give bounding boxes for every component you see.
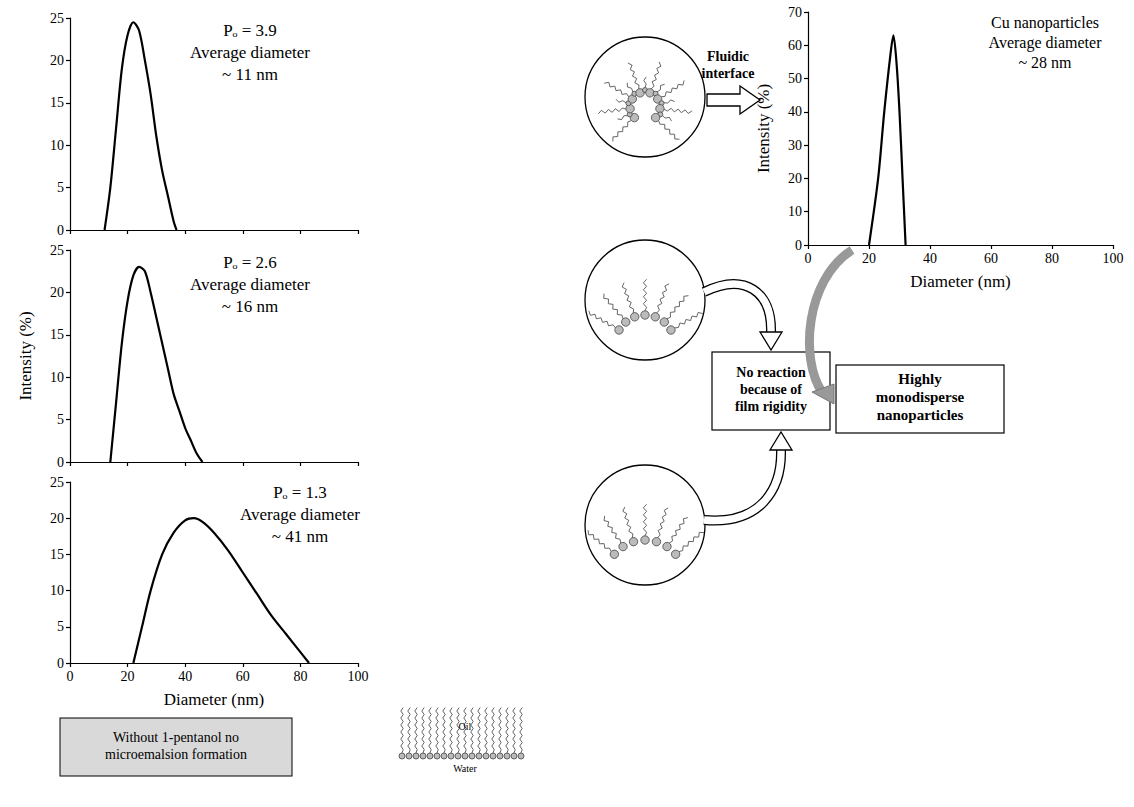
- svg-text:25: 25: [50, 475, 64, 490]
- svg-text:10: 10: [50, 370, 64, 385]
- svg-text:40: 40: [178, 669, 192, 684]
- svg-text:Water: Water: [453, 763, 477, 774]
- svg-text:20: 20: [50, 511, 64, 526]
- svg-text:20: 20: [121, 669, 135, 684]
- svg-text:10: 10: [50, 138, 64, 153]
- svg-text:No reaction: No reaction: [736, 365, 806, 380]
- svg-text:Oil: Oil: [459, 721, 472, 732]
- svg-text:0: 0: [795, 238, 802, 253]
- svg-text:0: 0: [57, 656, 64, 671]
- svg-text:80: 80: [1045, 251, 1059, 266]
- svg-text:Intensity (%): Intensity (%): [16, 311, 35, 400]
- svg-text:nanoparticles: nanoparticles: [877, 407, 964, 423]
- svg-text:Diameter (nm): Diameter (nm): [910, 272, 1011, 291]
- svg-text:Pₒ = 2.6: Pₒ = 2.6: [223, 253, 277, 272]
- svg-text:5: 5: [57, 180, 64, 195]
- svg-text:100: 100: [348, 669, 369, 684]
- svg-text:25: 25: [50, 243, 64, 258]
- svg-text:Highly: Highly: [898, 371, 942, 387]
- svg-text:10: 10: [50, 583, 64, 598]
- svg-text:Average diameter: Average diameter: [989, 34, 1103, 52]
- svg-text:20: 20: [50, 285, 64, 300]
- svg-text:20: 20: [862, 251, 876, 266]
- svg-text:Cu nanoparticles: Cu nanoparticles: [991, 14, 1099, 32]
- svg-text:Pₒ = 1.3: Pₒ = 1.3: [273, 483, 327, 502]
- svg-text:25: 25: [50, 11, 64, 26]
- svg-text:5: 5: [57, 619, 64, 634]
- svg-text:Average diameter: Average diameter: [190, 43, 310, 62]
- svg-text:Diameter (nm): Diameter (nm): [164, 690, 265, 709]
- svg-text:10: 10: [788, 204, 802, 219]
- svg-text:film rigidity: film rigidity: [735, 399, 807, 414]
- svg-text:100: 100: [1103, 251, 1124, 266]
- svg-text:~ 28 nm: ~ 28 nm: [1018, 54, 1072, 71]
- svg-text:15: 15: [50, 547, 64, 562]
- svg-text:60: 60: [984, 251, 998, 266]
- svg-text:40: 40: [923, 251, 937, 266]
- svg-text:40: 40: [788, 104, 802, 119]
- svg-text:~ 11 nm: ~ 11 nm: [222, 65, 278, 84]
- svg-text:30: 30: [788, 138, 802, 153]
- svg-text:0: 0: [57, 223, 64, 238]
- svg-text:15: 15: [50, 95, 64, 110]
- svg-text:Fluidic: Fluidic: [707, 49, 749, 64]
- svg-text:60: 60: [788, 38, 802, 53]
- svg-text:~ 16 nm: ~ 16 nm: [222, 297, 278, 316]
- svg-text:microemalsion formation: microemalsion formation: [105, 747, 247, 762]
- svg-text:20: 20: [788, 171, 802, 186]
- svg-text:60: 60: [236, 669, 250, 684]
- svg-text:0: 0: [67, 669, 74, 684]
- svg-text:Without 1-pentanol no: Without 1-pentanol no: [113, 730, 239, 745]
- svg-text:monodisperse: monodisperse: [876, 389, 965, 405]
- svg-text:0: 0: [57, 455, 64, 470]
- svg-text:80: 80: [293, 669, 307, 684]
- svg-text:0: 0: [805, 251, 812, 266]
- svg-text:~ 41 nm: ~ 41 nm: [272, 527, 328, 546]
- svg-text:interface: interface: [702, 66, 755, 81]
- svg-text:Average diameter: Average diameter: [240, 505, 360, 524]
- svg-text:50: 50: [788, 71, 802, 86]
- svg-text:5: 5: [57, 412, 64, 427]
- svg-text:20: 20: [50, 53, 64, 68]
- svg-text:Pₒ = 3.9: Pₒ = 3.9: [223, 21, 277, 40]
- svg-text:because of: because of: [740, 382, 802, 397]
- svg-text:Intensity (%): Intensity (%): [754, 84, 773, 173]
- svg-text:Average diameter: Average diameter: [190, 275, 310, 294]
- svg-text:15: 15: [50, 327, 64, 342]
- svg-text:70: 70: [788, 5, 802, 20]
